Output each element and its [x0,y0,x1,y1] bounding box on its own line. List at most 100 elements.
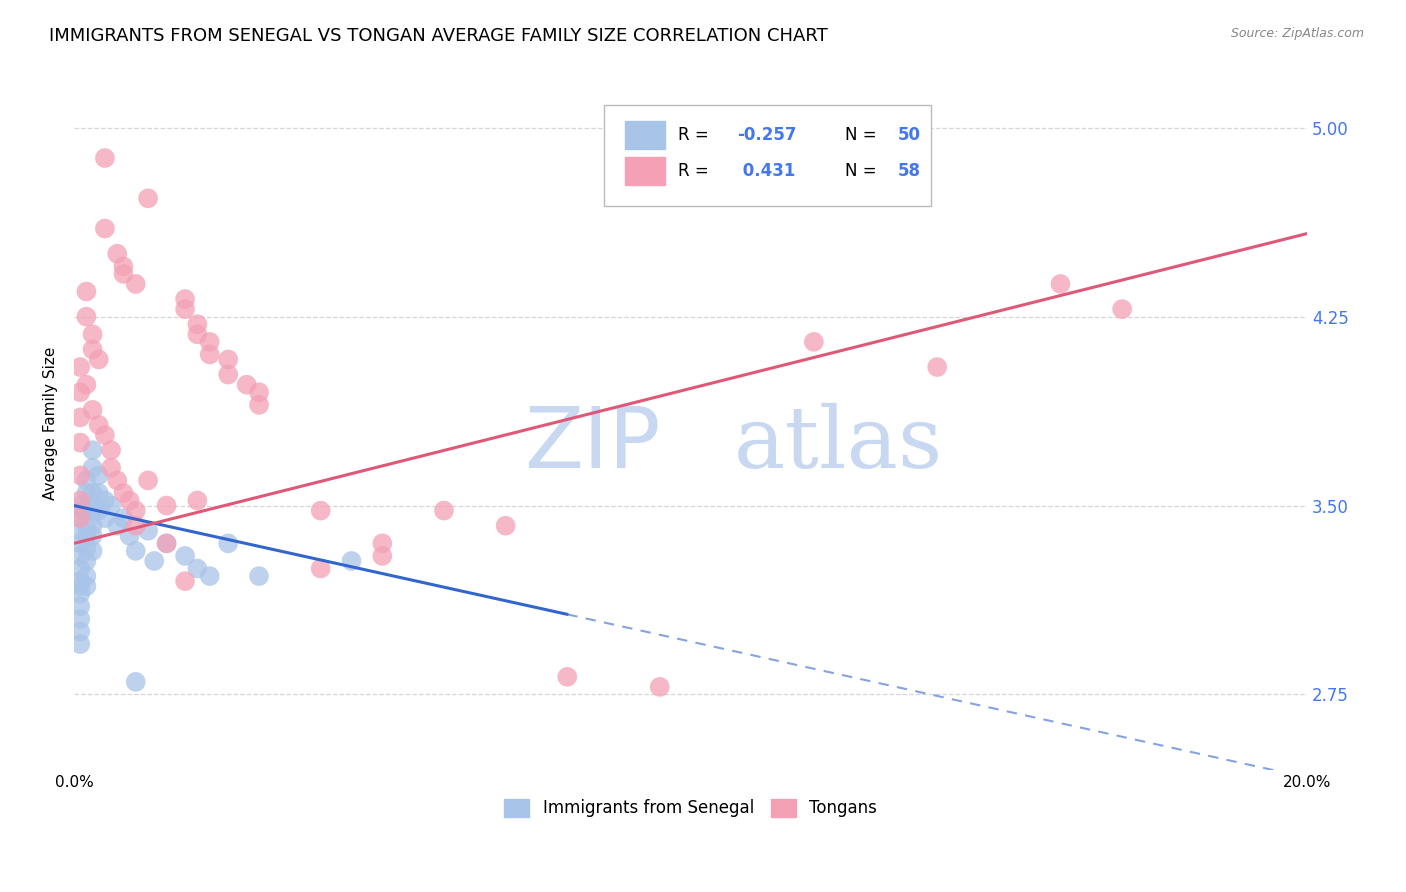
Point [75,554,97,568]
Point [82,486,104,500]
Point [340,554,363,568]
Point [186,327,208,342]
Point [105,474,128,488]
Point [69,410,91,425]
Point [143,554,166,568]
Point [105,518,128,533]
Point [69,536,91,550]
Point [125,544,148,558]
Legend: Immigrants from Senegal, Tongans: Immigrants from Senegal, Tongans [498,792,883,824]
Point [100,460,122,475]
Text: 50: 50 [897,126,921,144]
Point [371,549,394,563]
Point [198,347,221,361]
Point [94,493,117,508]
Point [69,561,91,575]
Point [155,536,177,550]
Point [112,260,135,274]
Point [69,493,91,508]
Point [174,292,197,306]
Point [75,518,97,533]
Text: R =: R = [678,126,714,144]
Point [75,503,97,517]
Point [100,443,122,458]
Point [75,285,97,299]
Point [75,474,97,488]
Point [112,486,135,500]
Point [69,549,91,563]
Point [186,318,208,332]
Point [69,359,91,374]
Point [309,503,332,517]
Point [495,518,517,533]
Point [100,499,122,513]
Point [247,398,270,412]
Point [87,503,110,517]
Point [198,334,221,349]
Point [217,536,239,550]
Point [82,327,104,342]
Text: 58: 58 [897,162,921,180]
Point [247,569,270,583]
Point [94,511,117,525]
Point [69,574,91,588]
Point [87,352,110,367]
Point [118,529,141,543]
Point [371,536,394,550]
Point [125,674,148,689]
Point [75,529,97,543]
Point [75,579,97,593]
Point [82,518,104,533]
Point [803,334,825,349]
Text: N =: N = [845,162,882,180]
Point [82,460,104,475]
Point [112,267,135,281]
Y-axis label: Average Family Size: Average Family Size [44,347,58,500]
Point [82,503,104,517]
Point [69,385,91,400]
Point [198,569,221,583]
Point [94,428,117,442]
Point [125,277,148,291]
Point [186,561,208,575]
Point [87,486,110,500]
Point [174,549,197,563]
Text: 0.431: 0.431 [737,162,796,180]
Point [82,402,104,417]
Point [555,670,578,684]
Point [82,443,104,458]
Text: Source: ZipAtlas.com: Source: ZipAtlas.com [1230,27,1364,40]
Text: R =: R = [678,162,714,180]
Point [69,435,91,450]
Point [174,574,197,588]
Point [118,493,141,508]
Point [125,518,148,533]
Point [75,541,97,556]
Point [217,368,239,382]
Point [433,503,456,517]
Point [69,599,91,614]
Point [112,511,135,525]
Point [1111,302,1133,317]
Bar [626,157,665,185]
Point [69,587,91,601]
Point [155,499,177,513]
Text: -0.257: -0.257 [737,126,797,144]
Point [69,524,91,538]
Point [69,612,91,626]
Point [75,310,97,324]
Point [69,624,91,639]
Bar [626,121,665,149]
Point [186,493,208,508]
Point [69,579,91,593]
Point [75,486,97,500]
Point [136,191,159,205]
Point [136,524,159,538]
Point [125,503,148,517]
Point [174,302,197,317]
Point [69,468,91,483]
Point [69,511,91,525]
Text: atlas: atlas [734,403,943,486]
Point [75,569,97,583]
Point [155,536,177,550]
